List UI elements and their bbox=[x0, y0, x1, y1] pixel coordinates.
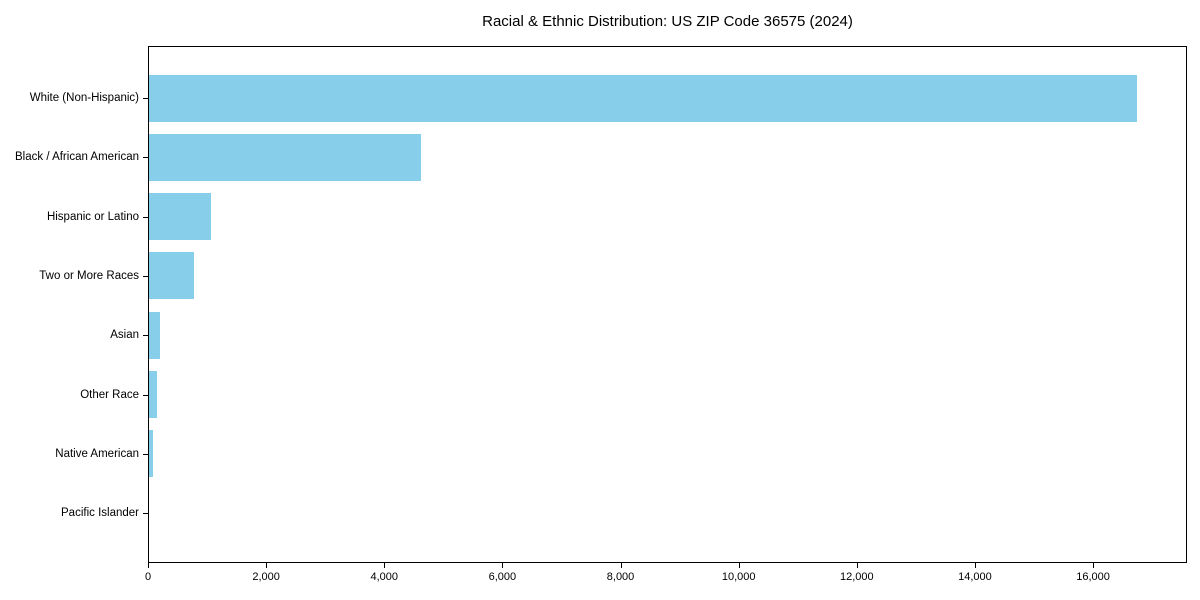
y-tick-mark bbox=[143, 98, 148, 99]
x-tick-mark bbox=[620, 563, 622, 568]
bar-two-or-more-races bbox=[149, 252, 194, 300]
category-label-hispanic-or-latino: Hispanic or Latino bbox=[46, 210, 139, 223]
bar-white-non-hispanic bbox=[149, 74, 1137, 122]
y-tick-mark bbox=[143, 394, 148, 396]
plot-area bbox=[148, 46, 1187, 563]
y-tick-mark bbox=[143, 157, 148, 159]
category-label-other-race: Other Race bbox=[80, 388, 139, 401]
x-tick-label: 2,000 bbox=[252, 571, 280, 583]
x-tick-mark bbox=[266, 563, 268, 568]
y-tick-mark bbox=[143, 275, 148, 277]
category-label-two-or-more-races: Two or More Races bbox=[39, 269, 139, 282]
x-tick-label: 14,000 bbox=[958, 571, 992, 583]
x-tick-mark bbox=[502, 563, 504, 568]
x-tick-label: 10,000 bbox=[721, 571, 756, 583]
x-tick-mark bbox=[384, 563, 386, 568]
x-tick-mark bbox=[1093, 563, 1095, 568]
category-label-asian: Asian bbox=[110, 329, 139, 342]
category-label-black-african-american: Black / African American bbox=[15, 151, 139, 164]
bar-asian bbox=[149, 311, 160, 359]
bar-hispanic-or-latino bbox=[149, 193, 211, 241]
category-label-native-american: Native American bbox=[55, 447, 139, 460]
x-tick-label: 12,000 bbox=[839, 571, 874, 583]
x-tick-label: 4,000 bbox=[370, 571, 399, 583]
x-tick-mark bbox=[856, 563, 858, 568]
x-tick-label: 0 bbox=[144, 571, 152, 583]
y-tick-mark bbox=[143, 513, 148, 515]
y-tick-mark bbox=[143, 453, 148, 455]
bar-native-american bbox=[149, 430, 153, 478]
y-tick-mark bbox=[143, 335, 148, 337]
x-tick-label: 16,000 bbox=[1076, 571, 1110, 583]
category-label-white-non-hispanic: White (Non-Hispanic) bbox=[29, 92, 139, 104]
chart-title: Racial & Ethnic Distribution: US ZIP Cod… bbox=[482, 13, 853, 30]
bar-black-african-american bbox=[149, 133, 421, 181]
x-tick-label: 8,000 bbox=[606, 571, 635, 583]
category-label-pacific-islander: Pacific Islander bbox=[61, 507, 139, 520]
x-tick-mark bbox=[974, 563, 976, 568]
x-tick-mark bbox=[148, 563, 149, 568]
bar-other-race bbox=[149, 371, 157, 418]
y-tick-mark bbox=[143, 216, 148, 218]
x-tick-label: 6,000 bbox=[488, 571, 517, 583]
x-tick-mark bbox=[738, 563, 740, 568]
